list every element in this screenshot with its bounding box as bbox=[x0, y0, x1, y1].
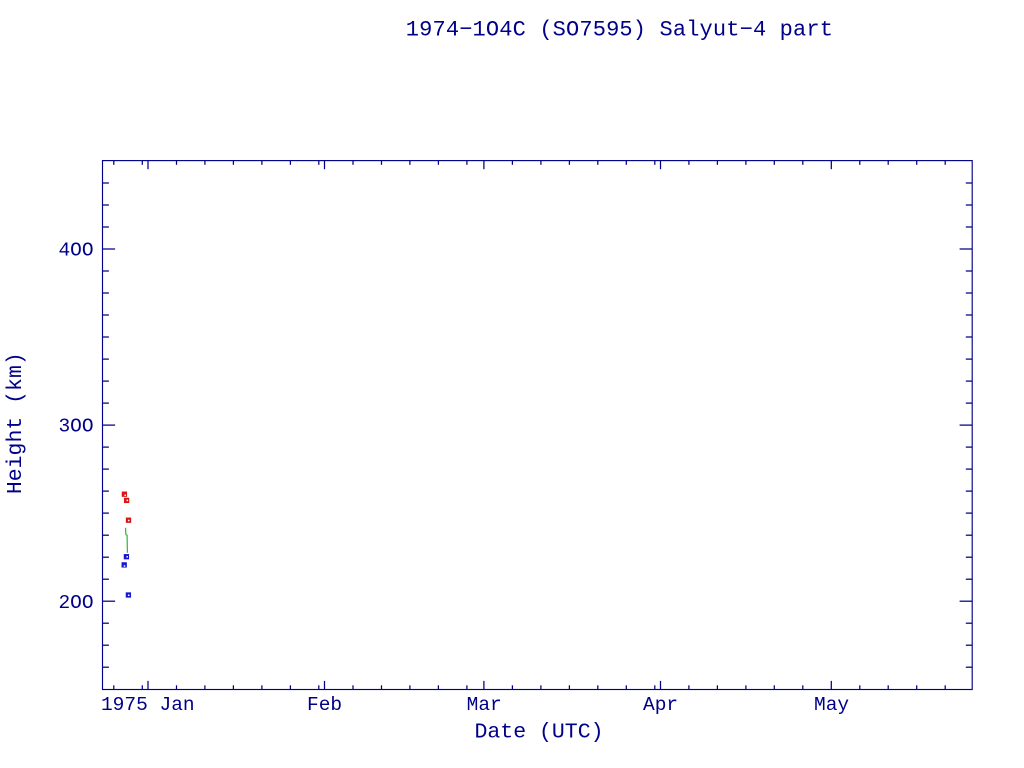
svg-text:4OO: 4OO bbox=[58, 240, 93, 262]
svg-text:1975 Jan: 1975 Jan bbox=[101, 694, 195, 716]
svg-text:Height (km): Height (km) bbox=[4, 352, 28, 494]
svg-text:Apr: Apr bbox=[643, 694, 678, 716]
svg-text:3OO: 3OO bbox=[58, 416, 93, 438]
svg-text:Mar: Mar bbox=[467, 694, 502, 716]
svg-text:May: May bbox=[814, 694, 849, 716]
svg-text:2OO: 2OO bbox=[58, 592, 93, 614]
svg-text:1974−1O4C (SO7595) Salyut−4 pa: 1974−1O4C (SO7595) Salyut−4 part bbox=[406, 18, 833, 43]
svg-text:Date (UTC): Date (UTC) bbox=[474, 721, 603, 745]
svg-text:Feb: Feb bbox=[307, 694, 342, 716]
